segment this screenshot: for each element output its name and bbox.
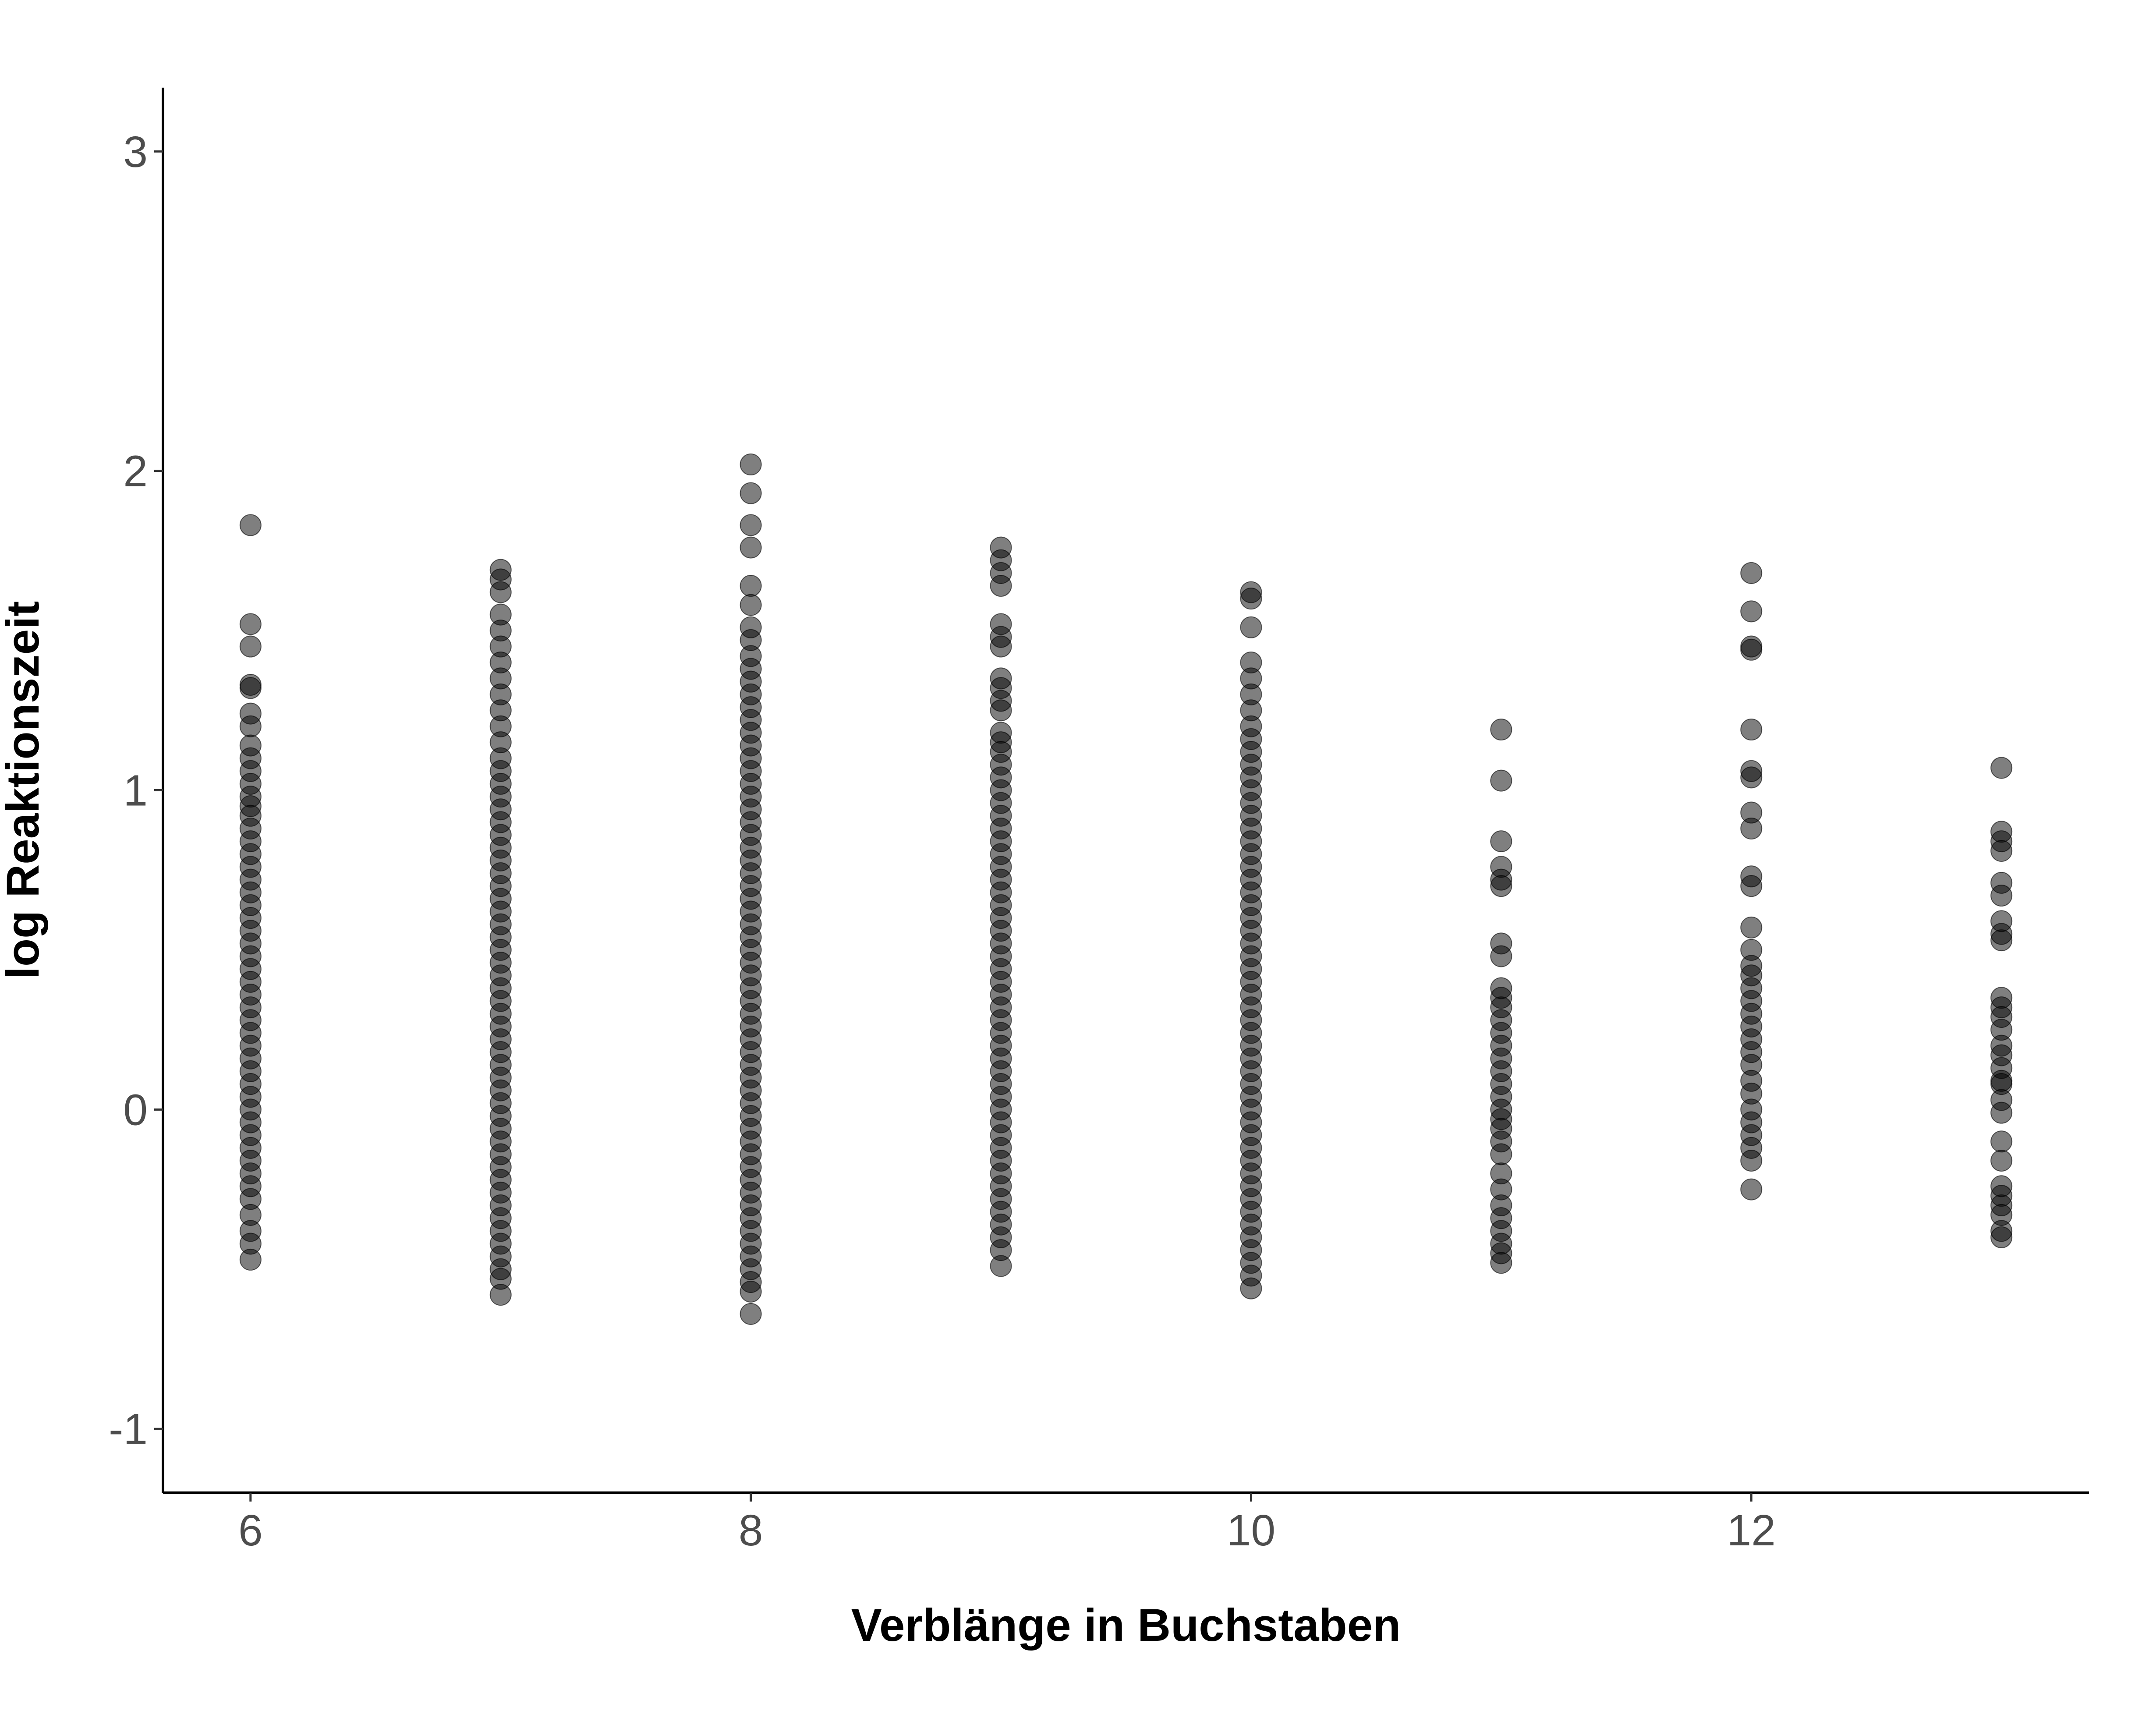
data-point: [1240, 616, 1262, 638]
data-point: [1740, 1178, 1763, 1201]
data-point: [1740, 875, 1763, 897]
data-point: [239, 635, 262, 658]
data-point: [990, 699, 1012, 722]
data-point: [1990, 1226, 2013, 1248]
data-point: [740, 514, 762, 536]
x-axis-ticks: 6 8 10 12: [238, 1493, 1776, 1555]
x-tick-label: 10: [1227, 1506, 1275, 1555]
data-point: [740, 575, 762, 597]
data-point: [1990, 885, 2013, 907]
data-point: [1990, 929, 2013, 952]
data-point: [740, 1280, 762, 1303]
data-point: [239, 613, 262, 635]
y-tick-label: 1: [123, 766, 148, 815]
y-tick-label: -1: [109, 1405, 148, 1454]
data-point: [740, 536, 762, 559]
data-point: [740, 482, 762, 504]
data-point: [990, 575, 1012, 597]
data-point: [1490, 875, 1512, 897]
data-point: [239, 677, 262, 699]
data-point: [1240, 588, 1262, 610]
x-tick-label: 12: [1727, 1506, 1776, 1555]
data-point: [1740, 766, 1763, 789]
data-point: [1740, 817, 1763, 839]
data-point: [239, 1248, 262, 1271]
data-point: [990, 635, 1012, 658]
data-point: [1740, 638, 1763, 661]
x-axis-title: Verblänge in Buchstaben: [851, 1600, 1401, 1651]
x-tick-label: 8: [739, 1506, 763, 1555]
data-point: [1990, 1149, 2013, 1172]
data-point: [1240, 1277, 1262, 1300]
data-point: [489, 1284, 512, 1306]
data-point: [1490, 1143, 1512, 1165]
data-point: [1740, 1149, 1763, 1172]
data-point: [1990, 1130, 2013, 1153]
data-point: [1990, 757, 2013, 779]
data-point: [1740, 719, 1763, 741]
y-axis-title: log Reaktionszeit: [0, 601, 49, 979]
data-point: [1490, 1252, 1512, 1274]
y-tick-label: 0: [123, 1085, 148, 1134]
data-point: [1740, 562, 1763, 584]
data-point: [740, 594, 762, 616]
y-tick-label: 3: [123, 128, 148, 177]
data-point: [489, 581, 512, 603]
data-points: [239, 453, 2013, 1325]
data-point: [1490, 945, 1512, 967]
data-point: [1490, 769, 1512, 792]
data-point: [1990, 1102, 2013, 1124]
x-tick-label: 6: [238, 1506, 263, 1555]
data-point: [740, 1303, 762, 1325]
data-point: [740, 453, 762, 476]
y-axis-ticks: -1 0 1 2 3: [109, 128, 163, 1454]
data-point: [239, 514, 262, 536]
data-point: [1740, 916, 1763, 939]
data-point: [1740, 600, 1763, 623]
data-point: [990, 1255, 1012, 1277]
y-tick-label: 2: [123, 447, 148, 496]
data-point: [1990, 839, 2013, 862]
data-point: [239, 715, 262, 737]
data-point: [1490, 719, 1512, 741]
data-point: [1490, 830, 1512, 853]
